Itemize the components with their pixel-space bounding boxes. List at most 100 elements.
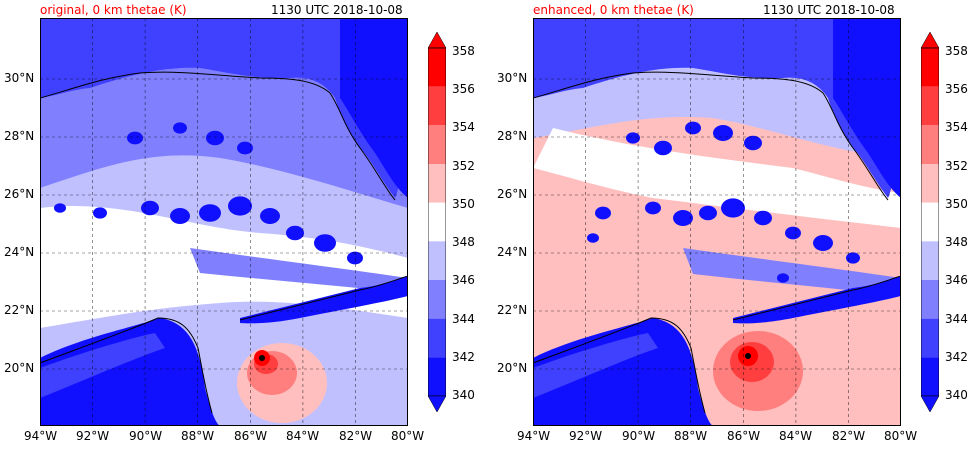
lon-label: 80°W xyxy=(391,429,425,443)
convective-cell xyxy=(228,196,252,216)
lat-label: 20°N xyxy=(497,361,528,375)
colorbar-segment xyxy=(921,164,939,203)
colorbar-extend-arrow-top xyxy=(920,31,940,49)
lat-label: 24°N xyxy=(4,245,35,259)
land-cuba xyxy=(733,276,901,324)
thetae-map-svg xyxy=(40,18,408,426)
lon-label: 92°W xyxy=(569,429,603,443)
lon-label: 84°W xyxy=(286,429,320,443)
coastline-cuba xyxy=(732,275,901,321)
colorbar-segment xyxy=(921,241,939,280)
colorbar-tick-label: 356 xyxy=(452,82,475,96)
panel-original: original, 0 km thetae (K) 1130 UTC 2018-… xyxy=(4,3,475,443)
convective-cell xyxy=(654,140,672,156)
map-frame xyxy=(40,18,408,426)
coastline-cuba xyxy=(239,275,408,321)
colorbar-tick-label: 342 xyxy=(945,350,968,364)
lat-label: 26°N xyxy=(497,187,528,201)
colorbar-tick-label: 358 xyxy=(945,44,968,58)
land-yucatan xyxy=(533,318,713,426)
coastline-gulf xyxy=(533,71,889,201)
lat-label: 28°N xyxy=(497,129,528,143)
convective-cell xyxy=(744,135,762,151)
land-yucatan-coast xyxy=(533,333,658,398)
land-yucatan xyxy=(40,318,220,426)
convective-cell xyxy=(260,208,280,224)
convective-cell xyxy=(673,210,693,226)
colorbar xyxy=(427,31,447,413)
colorbar-tick-label: 358 xyxy=(452,44,475,58)
colorbar-tick-label: 354 xyxy=(452,120,475,134)
convective-cell xyxy=(314,234,336,252)
lon-label: 80°W xyxy=(884,429,918,443)
convective-cell xyxy=(127,131,143,145)
land-florida-peninsula xyxy=(833,18,901,198)
convective-cell xyxy=(813,235,833,251)
colorbar-segment xyxy=(921,357,939,396)
lon-label: 88°W xyxy=(181,429,215,443)
colorbar-tick-label: 344 xyxy=(945,312,968,326)
convective-cell xyxy=(141,200,159,216)
colorbar-tick-label: 342 xyxy=(452,350,475,364)
convective-cell xyxy=(237,141,253,155)
convective-cell xyxy=(721,198,745,218)
lon-label: 86°W xyxy=(727,429,761,443)
thetae-map xyxy=(533,18,901,426)
colorbar-tick-label: 352 xyxy=(452,159,475,173)
convective-cell xyxy=(626,132,640,144)
colorbar-extend-arrow-top xyxy=(427,31,447,49)
lon-label: 90°W xyxy=(622,429,656,443)
colorbar-tick-label: 352 xyxy=(945,159,968,173)
colorbar-segment xyxy=(921,86,939,126)
lon-label: 90°W xyxy=(129,429,163,443)
convective-cell xyxy=(286,225,304,241)
lat-label: 20°N xyxy=(4,361,35,375)
colorbar-segment xyxy=(921,202,939,242)
thetae-map-svg xyxy=(533,18,901,426)
convective-cell xyxy=(587,233,599,243)
colorbar-svg xyxy=(427,31,447,413)
hurricane-eye xyxy=(259,355,265,361)
convective-cell xyxy=(685,121,701,135)
colorbar-segment xyxy=(428,48,446,87)
colorbar-segment xyxy=(428,86,446,126)
convective-cell xyxy=(754,210,772,226)
panel-timestamp: 1130 UTC 2018-10-08 xyxy=(271,3,403,17)
convective-cell xyxy=(173,122,187,134)
colorbar-svg xyxy=(920,31,940,413)
coastline-yucatan xyxy=(40,317,213,414)
map-frame xyxy=(533,18,901,426)
lon-label: 86°W xyxy=(234,429,268,443)
field-band-rainband xyxy=(190,248,408,293)
field-band-white xyxy=(533,128,901,228)
convective-cell xyxy=(93,207,107,219)
colorbar-segment xyxy=(428,125,446,164)
convective-cell xyxy=(713,125,733,141)
coastline-gulf xyxy=(40,71,396,201)
lat-label: 30°N xyxy=(4,71,35,85)
land-yucatan-coast xyxy=(40,333,165,398)
land-florida-peninsula xyxy=(340,18,408,198)
colorbar-tick-label: 350 xyxy=(452,197,475,211)
convective-cell xyxy=(846,252,860,264)
colorbar-segment xyxy=(921,318,939,358)
lon-label: 88°W xyxy=(674,429,708,443)
land-southeast-us xyxy=(40,18,408,198)
panel-timestamp: 1130 UTC 2018-10-08 xyxy=(763,3,895,17)
lon-label: 84°W xyxy=(779,429,813,443)
colorbar-tick-label: 350 xyxy=(945,197,968,211)
lat-label: 30°N xyxy=(497,71,528,85)
lat-label: 24°N xyxy=(497,245,528,259)
convective-cell xyxy=(777,273,789,283)
convective-cell xyxy=(199,204,221,222)
colorbar-tick-label: 340 xyxy=(452,388,475,402)
lat-label: 22°N xyxy=(497,303,528,317)
lat-label: 22°N xyxy=(4,303,35,317)
panel-title: original, 0 km thetae (K) xyxy=(40,3,187,17)
colorbar-segment xyxy=(428,280,446,319)
colorbar-tick-label: 346 xyxy=(452,273,475,287)
convective-cell xyxy=(347,251,363,265)
thetae-map xyxy=(40,18,408,426)
field-band-rainband xyxy=(683,248,901,296)
colorbar-tick-label: 348 xyxy=(945,235,968,249)
